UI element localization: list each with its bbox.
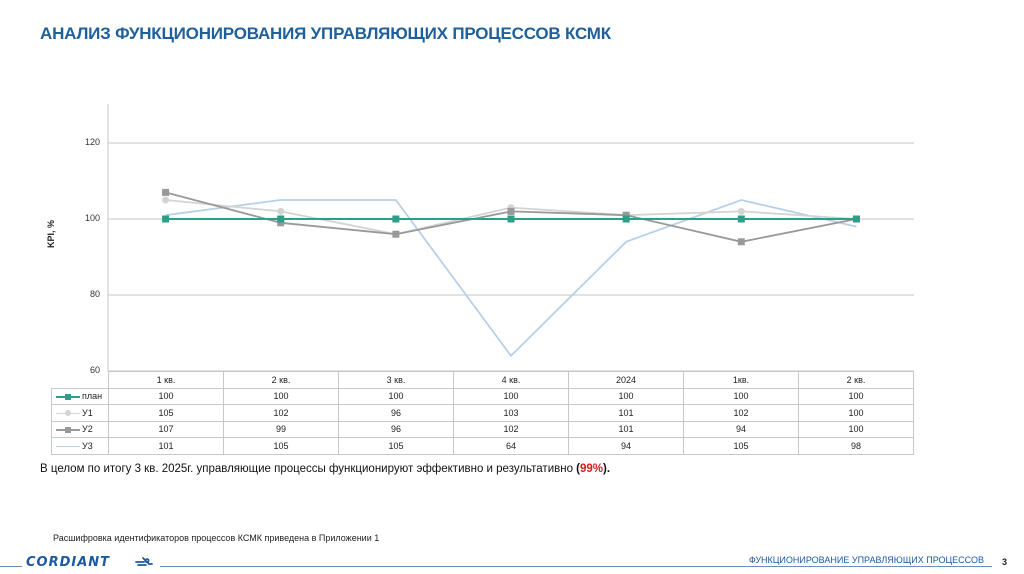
data-point-marker [737, 238, 745, 246]
table-cell: 100 [108, 387, 224, 405]
table-header-row: 1 кв. 2 кв. 3 кв. 4 кв. 2024 1кв. 2 кв. [51, 371, 914, 389]
table-cell: 105 [683, 437, 799, 455]
summary-percent: 99% [580, 463, 604, 475]
summary-text: В целом по итогу 3 кв. 2025г. управляющи… [40, 463, 610, 475]
y-tick-label: 60 [89, 365, 100, 375]
data-point-marker [162, 188, 170, 196]
table-cell: 100 [683, 387, 799, 405]
data-point-marker [622, 215, 630, 223]
table-cell: 64 [453, 437, 569, 455]
data-point-marker [507, 215, 515, 223]
table-row: план 100 100 100 100 100 100 100 [51, 387, 914, 405]
table-cell: 105 [338, 437, 454, 455]
table-row: У2 107 99 96 102 101 94 100 [51, 420, 914, 438]
legend-entry: план [51, 387, 109, 405]
table-cell: 100 [223, 387, 339, 405]
table-cell: 100 [798, 387, 914, 405]
table-cell: 101 [568, 404, 684, 422]
data-point-marker [737, 207, 745, 215]
table-row: У1 105 102 96 103 101 102 100 [51, 404, 914, 422]
legend-entry: У2 [51, 420, 109, 438]
series-line-u3 [165, 199, 857, 358]
summary-paren-close: ). [603, 463, 611, 475]
legend-label: план [82, 391, 103, 402]
logo-runner-icon [135, 557, 153, 566]
table-cell: 105 [108, 404, 224, 422]
data-point-marker [392, 230, 400, 238]
category-header: 3 кв. [338, 371, 454, 389]
table-cell: 98 [798, 437, 914, 455]
table-cell: 99 [223, 420, 339, 438]
legend-entry: У1 [51, 404, 109, 422]
data-point-marker [277, 219, 285, 227]
page-title: АНАЛИЗ ФУНКЦИОНИРОВАНИЯ УПРАВЛЯЮЩИХ ПРОЦ… [40, 24, 611, 43]
table-cell: 100 [798, 404, 914, 422]
footer-divider-right [160, 566, 992, 567]
legend-key-icon [56, 442, 80, 450]
y-tick-label: 100 [84, 213, 100, 223]
data-point-marker [852, 215, 860, 223]
category-header: 1 кв. [108, 371, 224, 389]
data-point-marker [622, 211, 630, 219]
table-cell: 103 [453, 404, 569, 422]
data-point-marker [507, 207, 515, 215]
appendix-note: Расшифровка идентификаторов процессов КС… [53, 533, 380, 543]
table-cell: 100 [568, 387, 684, 405]
table-row: У3 101 105 105 64 94 105 98 [51, 437, 914, 455]
table-cell: 94 [683, 420, 799, 438]
data-point-marker [277, 207, 285, 215]
y-tick-label: 80 [89, 289, 100, 299]
table-cell: 101 [108, 437, 224, 455]
y-tick-label: 120 [84, 137, 100, 147]
table-cell: 96 [338, 420, 454, 438]
table-cell: 100 [453, 387, 569, 405]
y-axis-title: KPI, % [46, 219, 56, 248]
legend-key-icon [56, 426, 80, 434]
category-header: 2 кв. [798, 371, 914, 389]
category-header: 4 кв. [453, 371, 569, 389]
chart-plot [107, 104, 914, 372]
category-header: 2024 [568, 371, 684, 389]
legend-label: У2 [82, 424, 93, 435]
table-cell: 102 [683, 404, 799, 422]
category-header: 1кв. [683, 371, 799, 389]
table-cell: 105 [223, 437, 339, 455]
data-point-marker [737, 215, 745, 223]
legend-key-icon [56, 409, 80, 417]
data-point-marker [277, 215, 285, 223]
table-corner-cell [51, 371, 109, 389]
page-number: 3 [1002, 557, 1008, 567]
kpi-line-chart: KPI, % 60 80 100 120 [46, 104, 914, 375]
table-cell: 102 [223, 404, 339, 422]
chart-data-table: 1 кв. 2 кв. 3 кв. 4 кв. 2024 1кв. 2 кв. план 100… [51, 371, 914, 455]
table-cell: 100 [798, 420, 914, 438]
data-point-marker [162, 215, 170, 223]
table-cell: 94 [568, 437, 684, 455]
summary-paren-open: ( [576, 463, 581, 475]
legend-label: У1 [82, 407, 93, 418]
legend-key-icon [56, 393, 80, 401]
table-cell: 107 [108, 420, 224, 438]
table-cell: 101 [568, 420, 684, 438]
table-cell: 102 [453, 420, 569, 438]
legend-label: У3 [82, 440, 93, 451]
footer-section-title: ФУНКЦИОНИРОВАНИЕ УПРАВЛЯЮЩИХ ПРОЦЕССОВ [748, 555, 984, 565]
footer-divider-left [0, 566, 22, 567]
summary-body: В целом по итогу 3 кв. 2025г. управляющи… [40, 463, 577, 475]
table-cell: 100 [338, 387, 454, 405]
category-header: 2 кв. [223, 371, 339, 389]
cordiant-logo: CORDIANT [26, 555, 111, 570]
data-point-marker [162, 196, 170, 204]
legend-entry: У3 [51, 437, 109, 455]
data-point-marker [392, 215, 400, 223]
table-cell: 96 [338, 404, 454, 422]
